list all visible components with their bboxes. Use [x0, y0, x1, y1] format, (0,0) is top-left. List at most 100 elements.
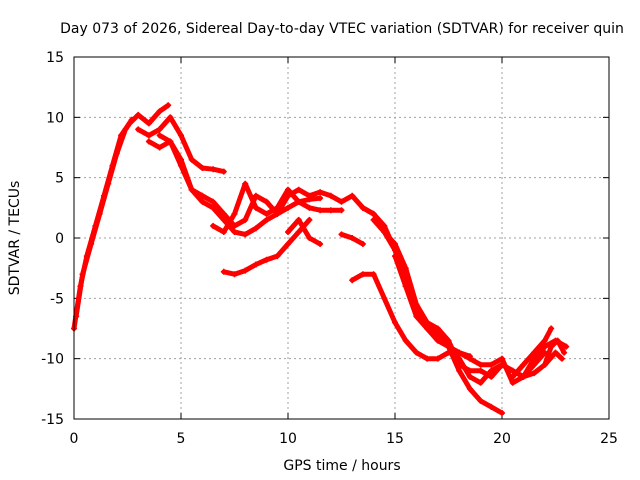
data-point — [392, 253, 398, 260]
data-point — [558, 355, 565, 362]
data-point — [488, 367, 495, 374]
grid-lines — [74, 57, 609, 419]
y-tick-label: -10 — [41, 352, 64, 368]
data-point — [165, 102, 172, 109]
x-tick-label: 10 — [279, 431, 297, 447]
data-point — [456, 355, 463, 362]
series-line-sat-m — [381, 229, 569, 386]
data-point — [499, 355, 505, 362]
data-point — [477, 367, 484, 374]
data-point — [424, 355, 431, 362]
data-point — [370, 216, 377, 223]
data-point — [220, 216, 227, 223]
data-point — [231, 228, 238, 235]
data-point — [466, 385, 473, 392]
data-point — [338, 198, 345, 205]
data-point — [466, 373, 473, 380]
data-point — [370, 210, 377, 217]
data-point — [477, 361, 484, 368]
data-point — [541, 337, 548, 344]
series-line-sat-p — [542, 338, 567, 368]
data-point — [167, 138, 174, 145]
x-axis: 0 5 10 15 20 25 — [70, 57, 618, 447]
y-tick-label: 15 — [46, 50, 64, 66]
data-point — [359, 271, 366, 278]
data-point — [413, 307, 420, 314]
series-line-sat-h — [285, 217, 323, 247]
data-point — [392, 319, 398, 326]
data-point — [210, 222, 217, 229]
data-point — [434, 337, 441, 344]
data-point — [424, 325, 431, 332]
data-point — [295, 186, 302, 193]
data-point — [252, 204, 259, 211]
y-tick-label: 0 — [55, 231, 64, 247]
data-point — [349, 277, 356, 284]
data-point — [231, 210, 238, 217]
series-points-sat-n — [392, 253, 548, 386]
data-point — [541, 361, 548, 368]
data-point — [252, 225, 259, 232]
series-points-sat-p — [541, 337, 568, 368]
data-point — [520, 373, 527, 380]
data-point — [210, 166, 217, 173]
data-point — [285, 186, 291, 193]
data-point — [306, 216, 313, 223]
data-point — [145, 138, 152, 145]
data-point — [188, 156, 195, 163]
data-point — [178, 132, 184, 139]
data-point — [317, 195, 324, 202]
series-points-sat-b — [73, 116, 135, 320]
data-point — [381, 228, 388, 235]
data-point — [128, 116, 135, 123]
data-point — [509, 379, 516, 386]
data-point — [122, 126, 129, 133]
data-point — [199, 192, 206, 199]
data-point — [548, 325, 555, 332]
series-points-sat-g — [210, 180, 345, 235]
data-point — [105, 180, 112, 187]
data-point — [466, 355, 473, 362]
data-point — [445, 343, 452, 350]
data-point — [456, 367, 463, 374]
data-point — [359, 241, 366, 248]
data-point — [199, 198, 206, 205]
data-point — [509, 373, 516, 380]
series-line-sat-b — [73, 117, 135, 319]
data-point — [231, 222, 238, 229]
data-point — [488, 403, 495, 410]
data-point — [338, 231, 345, 238]
data-point — [554, 337, 561, 344]
data-point — [156, 132, 163, 139]
data-point — [79, 271, 86, 278]
data-point — [338, 207, 345, 214]
data-point — [548, 343, 555, 350]
data-point — [242, 216, 249, 223]
data-point — [531, 370, 538, 377]
data-point — [402, 265, 409, 272]
data-point — [477, 397, 484, 404]
y-axis-label: SDTVAR / TECUs — [7, 181, 23, 296]
data-point — [167, 114, 174, 121]
data-point — [531, 361, 538, 368]
data-point — [231, 271, 238, 278]
y-tick-label: 5 — [55, 171, 64, 187]
data-point — [317, 189, 324, 196]
data-point — [477, 379, 484, 386]
data-series — [71, 102, 570, 416]
x-tick-label: 0 — [70, 431, 79, 447]
data-point — [488, 361, 495, 368]
data-point — [220, 210, 227, 217]
data-point — [327, 192, 334, 199]
data-point — [242, 231, 249, 238]
data-point — [531, 349, 538, 356]
data-point — [349, 192, 356, 199]
data-point — [135, 126, 142, 133]
data-point — [263, 198, 270, 205]
data-point — [242, 267, 249, 274]
data-point — [563, 343, 570, 350]
data-point — [317, 207, 324, 214]
data-point — [434, 355, 441, 362]
data-point — [402, 283, 409, 290]
